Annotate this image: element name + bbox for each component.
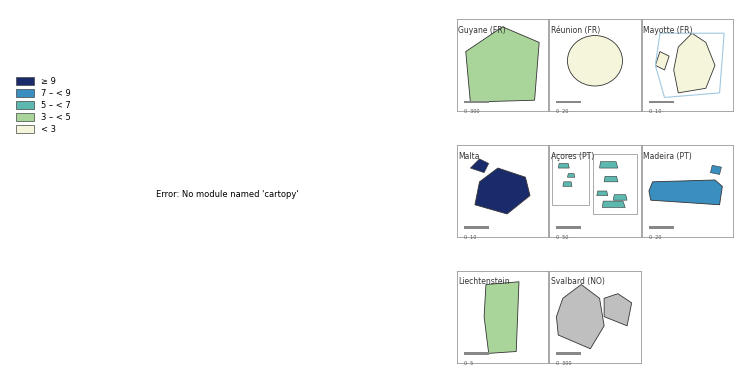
Bar xyxy=(649,226,673,229)
Bar xyxy=(552,154,588,205)
Text: 0  50: 0 50 xyxy=(556,235,569,240)
Text: Réunion (FR): Réunion (FR) xyxy=(551,26,600,35)
Polygon shape xyxy=(563,182,572,186)
Polygon shape xyxy=(465,27,539,102)
Polygon shape xyxy=(475,168,530,214)
Text: Malta: Malta xyxy=(458,152,480,161)
Polygon shape xyxy=(602,201,625,207)
Text: 0  10: 0 10 xyxy=(464,235,477,240)
Text: Liechtenstein: Liechtenstein xyxy=(458,277,510,286)
Bar xyxy=(556,101,581,103)
Text: Açores (PT): Açores (PT) xyxy=(551,152,594,161)
Text: Svalbard (NO): Svalbard (NO) xyxy=(551,277,605,286)
Text: 0  10: 0 10 xyxy=(649,109,662,114)
Text: 0  20: 0 20 xyxy=(556,109,569,114)
Ellipse shape xyxy=(568,35,622,86)
Text: 0  300: 0 300 xyxy=(556,361,572,366)
Bar xyxy=(649,101,673,103)
Polygon shape xyxy=(649,180,722,205)
Bar xyxy=(556,226,581,229)
Polygon shape xyxy=(656,52,669,70)
Polygon shape xyxy=(471,159,488,173)
Text: 0  300: 0 300 xyxy=(464,109,480,114)
Bar xyxy=(464,101,488,103)
Polygon shape xyxy=(604,294,632,326)
Polygon shape xyxy=(484,282,519,353)
Polygon shape xyxy=(596,191,608,196)
Polygon shape xyxy=(599,162,618,168)
Polygon shape xyxy=(604,176,618,182)
Bar xyxy=(464,352,488,355)
Polygon shape xyxy=(558,163,569,168)
Text: Mayotte (FR): Mayotte (FR) xyxy=(643,26,693,35)
Text: Guyane (FR): Guyane (FR) xyxy=(458,26,506,35)
Text: 0  20: 0 20 xyxy=(649,235,662,240)
Bar xyxy=(464,226,488,229)
Polygon shape xyxy=(710,165,722,175)
Legend: ≥ 9, 7 – < 9, 5 – < 7, 3 – < 5, < 3: ≥ 9, 7 – < 9, 5 – < 7, 3 – < 5, < 3 xyxy=(13,74,73,136)
Text: Madeira (PT): Madeira (PT) xyxy=(643,152,692,161)
Polygon shape xyxy=(613,194,627,200)
Polygon shape xyxy=(556,284,604,349)
Text: 0  5: 0 5 xyxy=(464,361,473,366)
Polygon shape xyxy=(673,33,715,93)
Bar xyxy=(593,154,637,214)
Text: Error: No module named 'cartopy': Error: No module named 'cartopy' xyxy=(156,190,299,199)
Bar xyxy=(556,352,581,355)
Polygon shape xyxy=(568,173,575,177)
